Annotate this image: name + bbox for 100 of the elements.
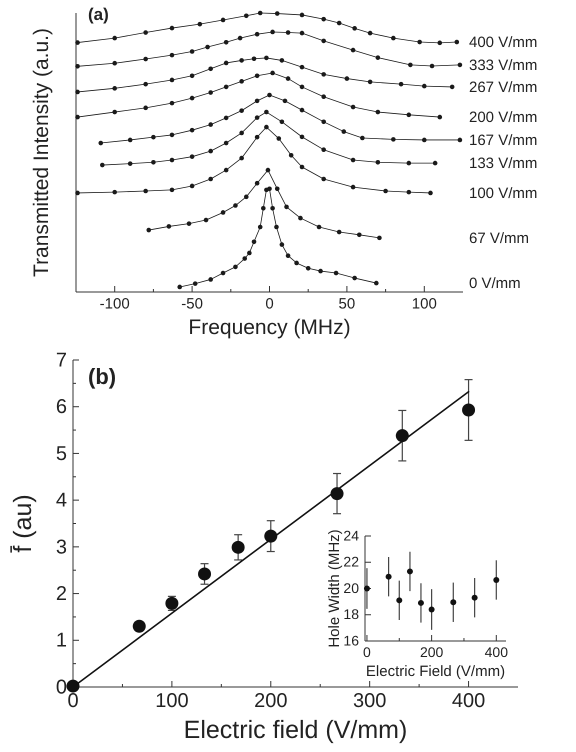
- point: [350, 184, 356, 190]
- point: [224, 84, 228, 90]
- point: [321, 16, 326, 22]
- point: [437, 40, 442, 46]
- point: [198, 567, 212, 580]
- point: [450, 84, 454, 90]
- point: [75, 40, 80, 45]
- point: [112, 110, 117, 114]
- point: [112, 86, 117, 91]
- chart-title: (a): [88, 5, 109, 24]
- y-tick-label: 16: [343, 632, 360, 648]
- point: [258, 224, 263, 230]
- point: [205, 44, 210, 50]
- point: [454, 40, 460, 44]
- y-tick-label: 18: [343, 606, 360, 622]
- point: [170, 100, 174, 106]
- point: [254, 98, 260, 104]
- point: [190, 96, 194, 100]
- y-axis-title: Hole Width (MHz): [326, 529, 343, 648]
- point: [350, 104, 356, 110]
- point: [233, 203, 238, 208]
- point: [300, 84, 304, 90]
- point: [336, 230, 342, 234]
- y-tick-label: 3: [56, 536, 67, 558]
- point: [252, 239, 256, 244]
- point: [274, 224, 279, 230]
- point: [112, 190, 117, 194]
- point: [360, 136, 365, 140]
- point: [437, 114, 442, 120]
- x-tick-label: 100: [155, 690, 189, 712]
- y-tick-label: 20: [343, 580, 360, 596]
- point: [204, 218, 208, 222]
- point: [128, 138, 132, 142]
- point: [190, 73, 194, 78]
- x-tick-label: 400: [452, 690, 486, 712]
- point: [254, 115, 260, 120]
- y-tick-label: 2: [56, 582, 67, 605]
- point: [232, 540, 245, 554]
- x-axis-title: Electric field (V/mm): [184, 716, 408, 744]
- x-tick-label: 200: [420, 644, 444, 660]
- point: [300, 108, 304, 112]
- point: [239, 79, 244, 84]
- point: [239, 58, 244, 63]
- x-tick-label: 0: [265, 296, 274, 313]
- point: [342, 129, 346, 134]
- series-label: 267 V/mm: [469, 78, 538, 96]
- point: [190, 154, 194, 159]
- point: [344, 76, 350, 81]
- point: [170, 158, 174, 162]
- y-tick-label: 4: [56, 490, 67, 512]
- series-label: 200 V/mm: [469, 109, 538, 126]
- point: [239, 108, 244, 113]
- point: [220, 18, 226, 22]
- y-axis-title: f̄ (au): [9, 494, 37, 554]
- point: [386, 574, 392, 580]
- point: [190, 128, 194, 132]
- point: [321, 94, 326, 99]
- point: [432, 160, 438, 166]
- point: [406, 190, 412, 194]
- y-tick-label: 24: [343, 527, 360, 544]
- point: [300, 12, 304, 18]
- point: [430, 64, 434, 68]
- point: [462, 403, 476, 416]
- point: [258, 10, 263, 16]
- point: [374, 280, 379, 286]
- point: [208, 148, 213, 154]
- point: [220, 210, 226, 215]
- point: [282, 98, 288, 104]
- series-label: 333 V/mm: [469, 56, 538, 74]
- x-axis-title: Electric Field (V/mm): [366, 663, 506, 680]
- x-tick-label: 50: [338, 296, 356, 313]
- point: [280, 120, 284, 124]
- point: [274, 186, 280, 192]
- point: [190, 49, 194, 54]
- point: [376, 55, 380, 60]
- y-tick-label: 7: [56, 349, 67, 372]
- x-axis-title: Frequency (MHz): [188, 316, 351, 339]
- point: [192, 281, 198, 286]
- point: [224, 168, 228, 172]
- point: [391, 36, 396, 40]
- point: [306, 266, 310, 271]
- point: [170, 78, 174, 82]
- point: [170, 132, 174, 138]
- x-tick-label: 200: [254, 690, 288, 712]
- y-tick-label: 6: [56, 396, 67, 418]
- y-tick-label: 22: [343, 554, 360, 570]
- point: [286, 76, 290, 81]
- point: [132, 620, 146, 633]
- point: [286, 30, 290, 35]
- point: [143, 188, 148, 194]
- point: [170, 52, 174, 58]
- point: [428, 190, 433, 196]
- point: [316, 224, 322, 230]
- point: [334, 270, 338, 276]
- point: [408, 62, 413, 68]
- point: [254, 73, 260, 78]
- x-tick-label: -100: [100, 296, 130, 313]
- point: [208, 277, 213, 282]
- point: [208, 66, 213, 72]
- point: [270, 70, 275, 76]
